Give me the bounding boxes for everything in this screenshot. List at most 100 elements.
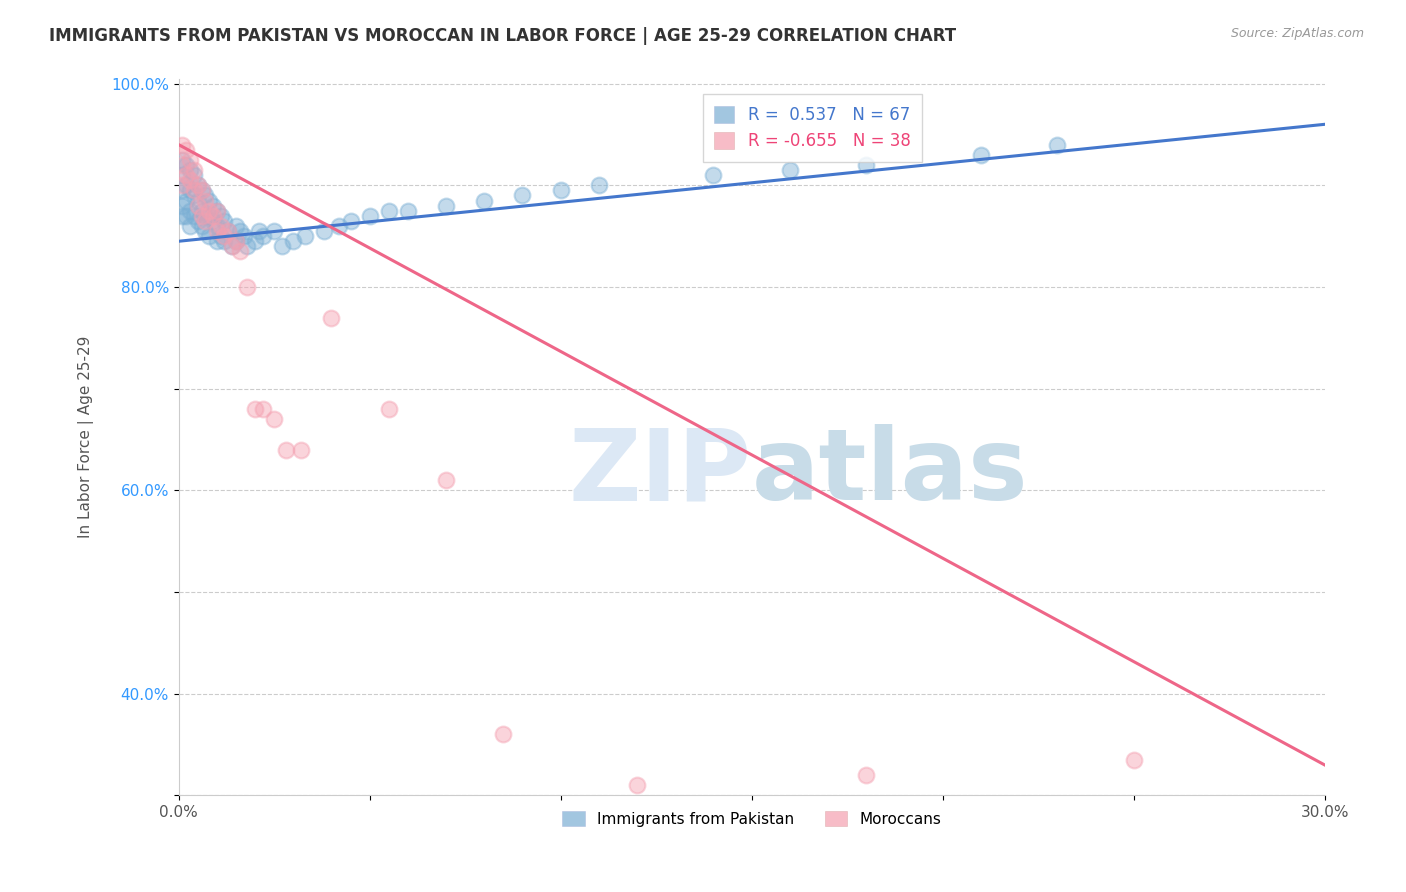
Point	[209, 229, 232, 244]
Point	[377, 402, 399, 417]
Point	[221, 239, 243, 253]
Point	[270, 239, 292, 253]
Point	[194, 214, 217, 228]
Point	[209, 219, 232, 233]
Point	[252, 229, 274, 244]
Point	[176, 194, 198, 208]
Point	[217, 224, 239, 238]
Point	[321, 310, 343, 325]
Point	[190, 203, 212, 218]
Point	[176, 209, 198, 223]
Point	[190, 209, 212, 223]
Point	[176, 158, 198, 172]
Point	[205, 203, 228, 218]
Point	[214, 234, 236, 248]
Point	[1046, 137, 1069, 152]
Point	[779, 163, 801, 178]
Point	[172, 178, 194, 193]
Point	[187, 178, 209, 193]
Point	[252, 402, 274, 417]
Point	[183, 209, 205, 223]
Point	[198, 194, 221, 208]
Point	[588, 178, 610, 193]
Point	[172, 168, 194, 182]
Text: Source: ZipAtlas.com: Source: ZipAtlas.com	[1230, 27, 1364, 40]
Point	[172, 153, 194, 167]
Point	[205, 219, 228, 233]
Point	[396, 203, 419, 218]
Point	[202, 209, 225, 223]
Point	[194, 209, 217, 223]
Point	[205, 203, 228, 218]
Point	[472, 194, 495, 208]
Point	[377, 203, 399, 218]
Point	[290, 442, 312, 457]
Point	[236, 280, 259, 294]
Point	[205, 234, 228, 248]
Point	[172, 183, 194, 197]
Point	[172, 158, 194, 172]
Point	[217, 224, 239, 238]
Point	[214, 229, 236, 244]
Point	[176, 168, 198, 182]
Point	[970, 148, 993, 162]
Point	[263, 412, 285, 426]
Point	[312, 224, 335, 238]
Point	[225, 234, 247, 248]
Point	[339, 214, 361, 228]
Point	[232, 229, 254, 244]
Point	[209, 209, 232, 223]
Point	[855, 158, 877, 172]
Point	[198, 203, 221, 218]
Y-axis label: In Labor Force | Age 25-29: In Labor Force | Age 25-29	[79, 335, 94, 538]
Point	[229, 244, 252, 259]
Point	[205, 224, 228, 238]
Point	[221, 239, 243, 253]
Point	[194, 224, 217, 238]
Point	[626, 778, 648, 792]
Point	[183, 183, 205, 197]
Point	[176, 178, 198, 193]
Point	[225, 219, 247, 233]
Point	[187, 178, 209, 193]
Point	[202, 199, 225, 213]
Point	[214, 214, 236, 228]
Point	[202, 214, 225, 228]
Point	[183, 188, 205, 202]
Point	[434, 473, 457, 487]
Point	[190, 183, 212, 197]
Point	[194, 194, 217, 208]
Point	[1122, 753, 1144, 767]
Point	[229, 224, 252, 238]
Point	[179, 219, 201, 233]
Point	[172, 199, 194, 213]
Point	[550, 183, 572, 197]
Point	[183, 168, 205, 182]
Point	[179, 173, 201, 187]
Point	[198, 209, 221, 223]
Point	[194, 188, 217, 202]
Point	[172, 209, 194, 223]
Point	[434, 199, 457, 213]
Point	[187, 194, 209, 208]
Point	[294, 229, 316, 244]
Point	[187, 214, 209, 228]
Point	[283, 234, 305, 248]
Point	[243, 402, 266, 417]
Point	[274, 442, 297, 457]
Point	[243, 234, 266, 248]
Point	[179, 153, 201, 167]
Point	[183, 163, 205, 178]
Point	[328, 219, 350, 233]
Point	[263, 224, 285, 238]
Point	[225, 234, 247, 248]
Legend: Immigrants from Pakistan, Moroccans: Immigrants from Pakistan, Moroccans	[554, 804, 949, 834]
Point	[179, 163, 201, 178]
Point	[236, 239, 259, 253]
Text: ZIP: ZIP	[569, 425, 752, 521]
Point	[512, 188, 534, 202]
Point	[492, 727, 515, 741]
Point	[176, 143, 198, 157]
Point	[247, 224, 270, 238]
Point	[198, 229, 221, 244]
